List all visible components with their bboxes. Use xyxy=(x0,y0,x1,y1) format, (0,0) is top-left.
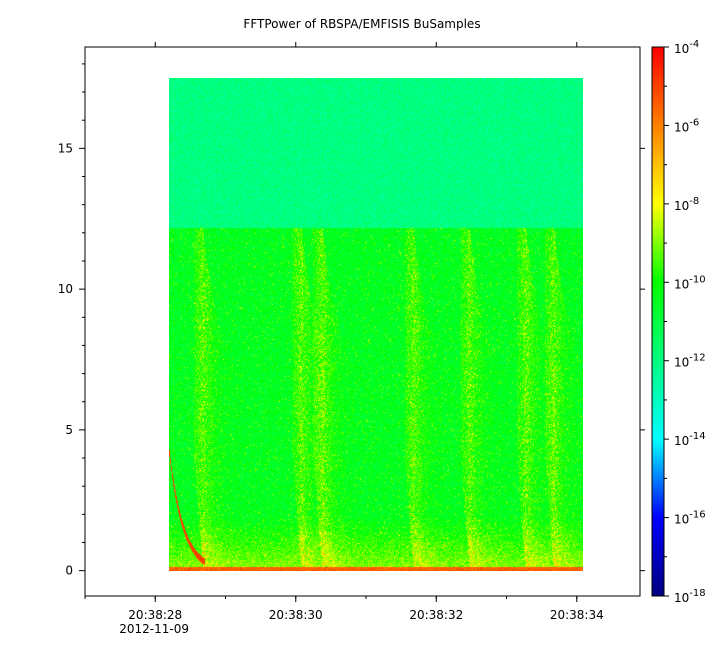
colorbar-tick-label: 10-18 xyxy=(674,588,706,605)
colorbar-tick-label: 10-8 xyxy=(674,196,699,213)
y-tick-label: 5 xyxy=(65,423,73,437)
x-tick-label: 20:38:34 xyxy=(550,608,604,622)
plot-title: FFTPower of RBSPA/EMFISIS BuSamples xyxy=(243,17,481,31)
colorbar-tick-label: 10-6 xyxy=(674,117,699,134)
y-tick-label: 10 xyxy=(58,282,73,296)
colorbar-gradient xyxy=(652,47,664,596)
x-date-label: 2012-11-09 xyxy=(119,622,189,636)
colorbar-tick-label: 10-14 xyxy=(674,431,706,448)
colorbar-tick-label: 10-10 xyxy=(674,274,706,291)
y-tick-label: 15 xyxy=(58,141,73,155)
colorbar-tick-label: 10-4 xyxy=(674,39,699,56)
colorbar-tick-label: 10-16 xyxy=(674,510,706,527)
y-tick-label: 0 xyxy=(65,564,73,578)
x-tick-label: 20:38:28 xyxy=(128,608,182,622)
x-tick-label: 20:38:32 xyxy=(409,608,463,622)
plot-frame xyxy=(84,46,641,597)
x-tick-label: 20:38:30 xyxy=(269,608,323,622)
colorbar-tick-label: 10-12 xyxy=(674,353,706,370)
colorbar: 10-4 10-6 10-8 10-10 10-12 10-14 10-16 10-18 xyxy=(651,39,706,605)
axes: 0 5 10 15 20:38:28 20:38:30 20:38:32 20:38:34 20… xyxy=(58,42,645,636)
spectrogram-image xyxy=(169,78,583,571)
